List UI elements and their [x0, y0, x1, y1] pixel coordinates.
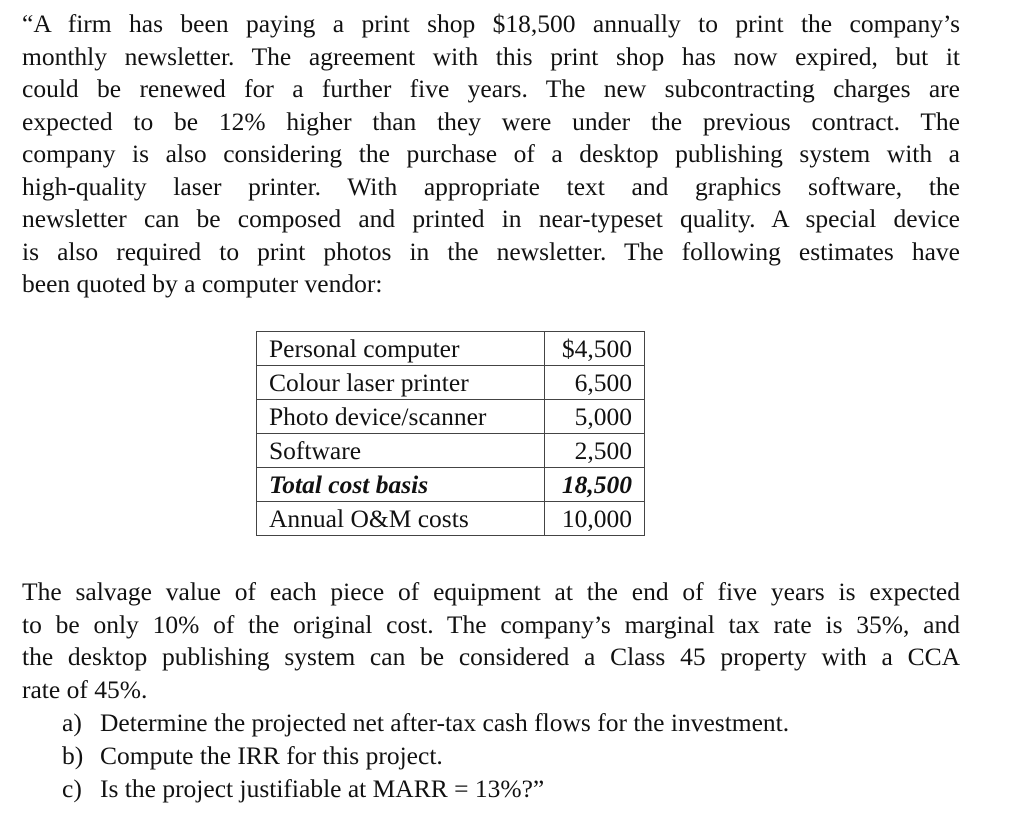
item-cell: Software [256, 433, 545, 468]
question-item: c) Is the project justifiable at MARR = 1… [62, 772, 789, 805]
salvage-paragraph: The salvage value of each piece of equip… [22, 576, 960, 706]
item-cell: Photo device/scanner [256, 399, 545, 434]
text-line: The salvage value of each piece of equip… [22, 577, 960, 606]
cost-table: Personal computer $4,500 Colour laser pri… [256, 331, 645, 536]
question-marker: c) [62, 774, 82, 803]
text-line: expected to be 12% higher than they were… [22, 106, 960, 136]
item-cell: Total cost basis [256, 467, 545, 502]
item-cell: Annual O&M costs [256, 501, 545, 536]
cost-cell: 6,500 [544, 365, 645, 400]
text-line: high-quality laser printer. With appropr… [22, 171, 960, 201]
intro-paragraph: “A firm has been paying a print shop $18… [22, 8, 960, 301]
text-line: rate of 45%. [22, 674, 148, 704]
table-row: Personal computer $4,500 [256, 331, 645, 366]
question-marker: a) [62, 708, 82, 737]
item-cell: Colour laser printer [256, 365, 545, 400]
question-text: Compute the IRR for this project. [100, 741, 443, 770]
text-line: to be only 10% of the original cost. The… [22, 609, 960, 639]
text-line: monthly newsletter. The agreement with t… [22, 41, 960, 71]
text-line: could be renewed for a further five year… [22, 74, 960, 103]
question-marker: b) [62, 741, 84, 770]
total-row: Total cost basis 18,500 [256, 467, 645, 502]
question-list: a) Determine the projected net after-tax … [62, 706, 789, 805]
question-item: a) Determine the projected net after-tax … [62, 706, 789, 739]
table-row: Software 2,500 [256, 433, 645, 468]
question-text: Is the project justifiable at MARR = 13%… [100, 774, 545, 803]
item-cell: Personal computer [256, 331, 545, 366]
text-line: “A firm has been paying a print shop $18… [22, 9, 960, 38]
text-line: newsletter can be composed and printed i… [22, 204, 960, 233]
table-row: Photo device/scanner 5,000 [256, 399, 645, 434]
cost-cell: 2,500 [544, 433, 645, 468]
cost-cell: 5,000 [544, 399, 645, 434]
text-line: the desktop publishing system can be con… [22, 642, 960, 671]
question-item: b) Compute the IRR for this project. [62, 739, 789, 772]
cost-cell: 18,500 [544, 467, 645, 502]
cost-cell: 10,000 [544, 501, 645, 536]
text-line: company is also considering the purchase… [22, 139, 960, 168]
text-line: is also required to print photos in the … [22, 236, 960, 266]
text-line: been quoted by a computer vendor: [22, 269, 383, 298]
table-row: Colour laser printer 6,500 [256, 365, 645, 400]
question-text: Determine the projected net after-tax ca… [100, 708, 790, 737]
table-row: Annual O&M costs 10,000 [256, 501, 645, 536]
cost-cell: $4,500 [544, 331, 645, 366]
